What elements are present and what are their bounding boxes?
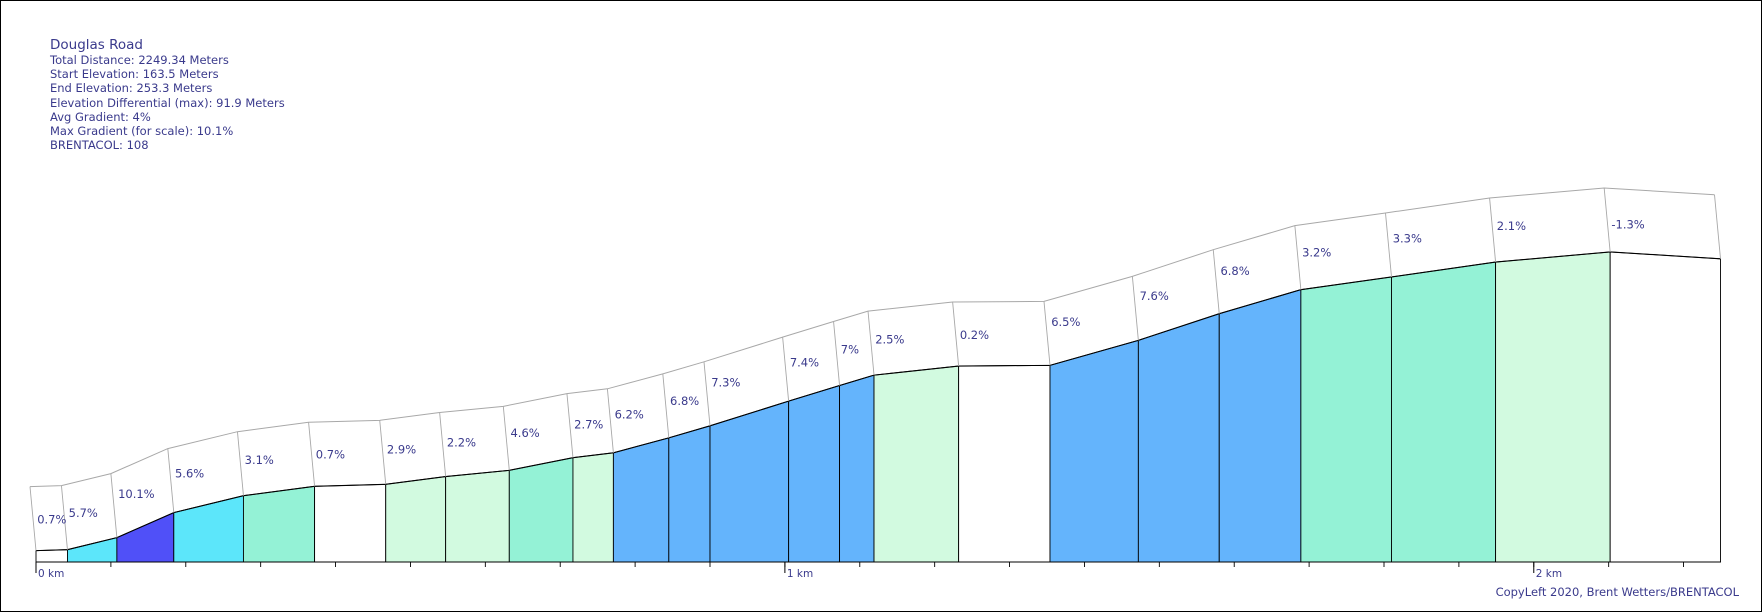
x-tick-label: 1 km: [787, 568, 813, 580]
grade-band-divider: [1212, 249, 1220, 314]
grade-band-divider: [1043, 301, 1051, 366]
grade-segment: [35, 549, 68, 563]
end-elevation: End Elevation: 253.3 Meters: [50, 81, 213, 96]
grade-segment: [709, 400, 790, 563]
grade-segment: [173, 495, 244, 563]
grade-label: 6.5%: [1051, 315, 1080, 329]
grade-band-divider: [1489, 197, 1497, 263]
grade-segment: [1137, 313, 1220, 563]
grade-label: 7%: [841, 342, 859, 356]
total-distance: Total Distance: 2249.34 Meters: [50, 53, 229, 67]
grade-band-divider: [867, 311, 875, 376]
grade-band-divider: [308, 422, 316, 487]
grade-band-divider: [167, 448, 175, 513]
grade-segment: [1218, 289, 1302, 563]
grade-segment: [612, 437, 670, 563]
grade-band-divider: [1714, 194, 1721, 259]
grade-band-divider: [502, 406, 510, 471]
grade-band-divider: [833, 321, 841, 386]
grade-segment: [1609, 251, 1721, 563]
grade-label: 6.2%: [615, 407, 644, 421]
grade-segment: [668, 425, 711, 563]
grade-segment: [958, 364, 1051, 563]
grade-segment: [1300, 276, 1392, 563]
grade-label: 3.3%: [1393, 232, 1422, 246]
grade-band-divider: [606, 388, 614, 453]
grade-band-divider: [236, 431, 244, 496]
grade-band-divider: [379, 420, 387, 485]
copyleft-notice: CopyLeft 2020, Brent Wetters/BRENTACOL: [1495, 585, 1739, 599]
grade-band-divider: [703, 361, 711, 426]
grade-band-divider: [1131, 276, 1139, 341]
grade-label: 2.7%: [574, 417, 603, 431]
route-stats: Douglas Road Total Distance: 2249.34 Met…: [50, 37, 285, 152]
grade-band-divider: [952, 301, 960, 367]
grade-band-divider: [1385, 212, 1392, 278]
grade-label: 3.2%: [1302, 245, 1331, 259]
grade-segment: [242, 485, 316, 563]
grade-label: 2.1%: [1497, 219, 1526, 233]
grade-segment: [508, 457, 574, 563]
grade-label: 7.3%: [711, 376, 740, 390]
grade-band-divider: [566, 393, 574, 458]
grade-label: 7.6%: [1140, 289, 1169, 303]
grade-label: 5.7%: [69, 506, 98, 520]
x-tick-label: 2 km: [1536, 568, 1562, 580]
grade-segment: [116, 511, 175, 563]
x-tick-label: 0 km: [38, 568, 64, 580]
grade-label: 5.6%: [175, 466, 204, 480]
grade-label: 0.2%: [960, 328, 989, 342]
grade-segment: [788, 384, 841, 563]
grade-segment: [1495, 251, 1611, 563]
grade-label: 6.8%: [670, 394, 699, 408]
grade-segment: [839, 374, 875, 563]
max-gradient: Max Gradient (for scale): 10.1%: [50, 124, 234, 139]
start-elevation: Start Elevation: 163.5 Meters: [50, 67, 219, 82]
grade-label: 0.7%: [37, 512, 66, 526]
grade-label: 2.5%: [875, 333, 904, 347]
grade-segment: [445, 469, 510, 563]
grade-band-divider: [29, 486, 37, 551]
grade-label: 6.8%: [1220, 264, 1249, 278]
elevation-differential: Elevation Differential (max): 91.9 Meter…: [50, 95, 285, 110]
grade-segment: [572, 452, 614, 563]
route-title: Douglas Road: [50, 37, 144, 53]
grade-segment: [1391, 261, 1497, 563]
grade-segment: [873, 365, 960, 563]
grade-band-divider: [110, 473, 118, 538]
grade-label: 7.4%: [790, 355, 819, 369]
grade-segment: [385, 476, 447, 563]
grade-band-divider: [61, 485, 68, 550]
grade-label: 10.1%: [118, 487, 155, 501]
grade-label: 2.9%: [387, 443, 416, 457]
grade-segment: [314, 483, 387, 563]
grade-label: 3.1%: [245, 453, 274, 467]
grade-label: 2.2%: [447, 436, 476, 450]
grade-band-divider: [1603, 187, 1611, 252]
grade-segment: [67, 537, 118, 563]
grade-label: -1.3%: [1611, 217, 1644, 231]
grade-band-divider: [439, 412, 447, 477]
grade-label: 0.7%: [316, 447, 345, 461]
grade-band-divider: [1294, 225, 1302, 290]
avg-gradient: Avg Gradient: 4%: [50, 109, 151, 124]
brentacol-score: BRENTACOL: 108: [50, 138, 149, 153]
grade-band-divider: [662, 373, 670, 438]
grade-segment: [1049, 339, 1139, 563]
grade-label: 4.6%: [510, 426, 539, 440]
grade-band-divider: [782, 337, 790, 402]
